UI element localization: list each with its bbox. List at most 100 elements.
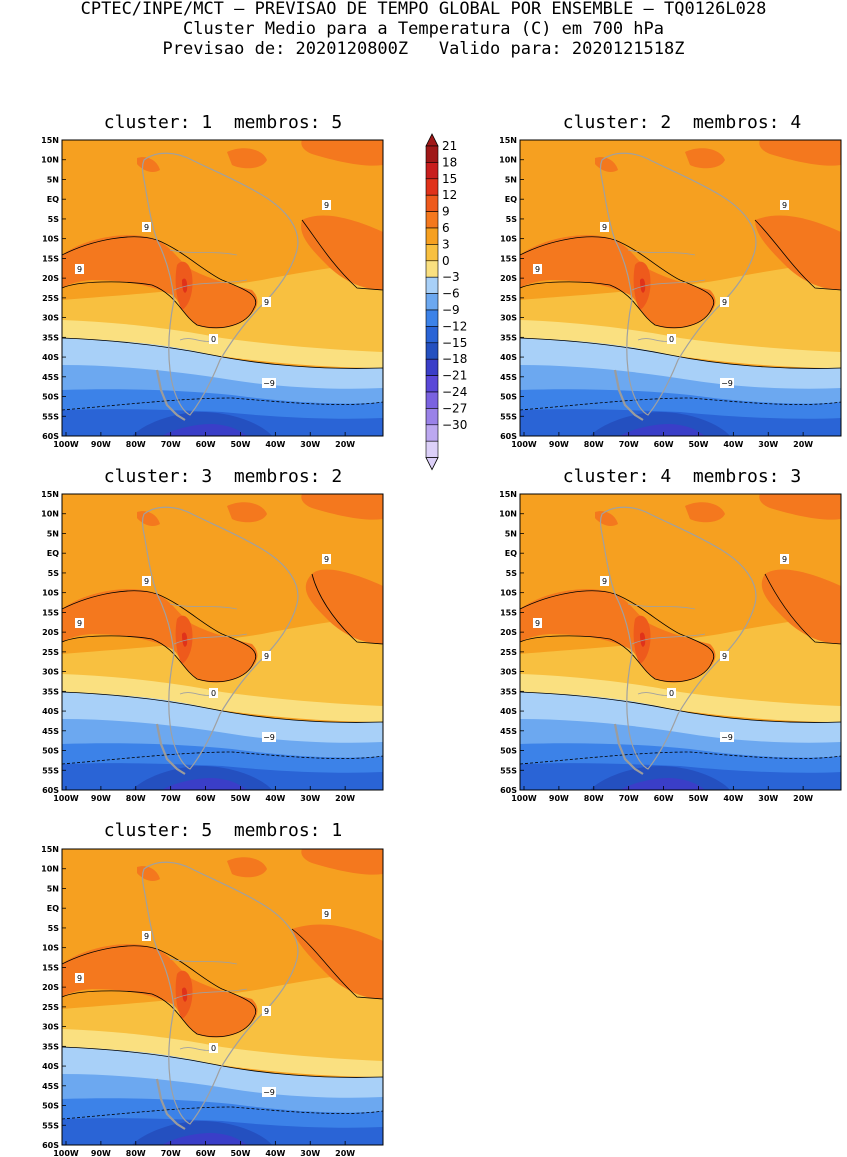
lat-label-30S: 30S: [42, 314, 59, 323]
lon-label-30W: 30W: [758, 794, 778, 803]
contour-label-0: 0: [211, 1044, 216, 1053]
colorbar-swatch-9: [425, 293, 439, 311]
contour-label-9: 9: [144, 577, 149, 586]
lon-label-40W: 40W: [265, 794, 285, 803]
lat-label-55S: 55S: [42, 412, 59, 421]
contour-label-neg9: −9: [721, 733, 733, 742]
lat-label-EQ: EQ: [47, 195, 59, 204]
lat-label-5N: 5N: [47, 175, 59, 184]
lat-label-10S: 10S: [42, 235, 59, 244]
lat-label-50S: 50S: [500, 747, 517, 756]
lat-label-60S: 60S: [500, 432, 517, 441]
lat-label-10S: 10S: [500, 235, 517, 244]
colorbar-swatch-7: [425, 260, 439, 278]
lat-label-30S: 30S: [42, 668, 59, 677]
lat-label-40S: 40S: [42, 707, 59, 716]
lat-label-25S: 25S: [500, 648, 517, 657]
colorbar-label: 9: [442, 205, 450, 219]
colorbar-label: 18: [442, 155, 457, 169]
lat-label-35S: 35S: [42, 1042, 59, 1051]
lat-label-5S: 5S: [506, 215, 518, 224]
colorbar-label: 3: [442, 237, 450, 251]
contour-label-0: 0: [669, 689, 674, 698]
figure-title-line1: CPTEC/INPE/MCT – PREVISAO DE TEMPO GLOBA…: [80, 0, 767, 19]
map-panel-3: 15N 10N 5N EQ 5S 10S 15S 20S 25S 30S 35S 40S 45S 50S 5…: [41, 490, 384, 803]
colorbar-label: −3: [442, 270, 460, 284]
lat-label-25S: 25S: [500, 294, 517, 303]
lon-label-70W: 70W: [161, 440, 181, 449]
lat-label-20S: 20S: [42, 983, 59, 992]
contour-label-neg9: −9: [263, 379, 275, 388]
colorbar-label: 21: [442, 139, 457, 153]
contour-label-9: 9: [722, 652, 727, 661]
colorbar-label: −15: [442, 336, 467, 350]
lat-label-45S: 45S: [500, 727, 517, 736]
lat-label-5N: 5N: [47, 884, 59, 893]
colorbar-label: −18: [442, 352, 467, 366]
lat-label-35S: 35S: [500, 333, 517, 342]
lon-label-100W: 100W: [53, 440, 79, 449]
lon-label-40W: 40W: [723, 794, 743, 803]
colorbar-swatch-15: [425, 391, 439, 409]
lat-label-15S: 15S: [500, 608, 517, 617]
lat-label-55S: 55S: [42, 1121, 59, 1130]
lat-label-10S: 10S: [42, 589, 59, 598]
lon-label-30W: 30W: [300, 440, 320, 449]
lon-label-80W: 80W: [126, 794, 146, 803]
lon-label-50W: 50W: [230, 440, 250, 449]
lon-label-70W: 70W: [619, 794, 639, 803]
contour-label-9: 9: [535, 265, 540, 274]
contour-label-9: 9: [535, 619, 540, 628]
colorbar-label: −21: [442, 369, 467, 383]
panel-title-cluster-2: cluster: 2 membros: 4: [562, 112, 802, 133]
lat-label-60S: 60S: [42, 432, 59, 441]
colorbar-swatch-14: [425, 375, 439, 393]
lon-label-40W: 40W: [723, 440, 743, 449]
lat-label-10N: 10N: [41, 865, 59, 874]
lat-label-5N: 5N: [505, 529, 517, 538]
contour-label-9: 9: [77, 265, 82, 274]
lat-label-20S: 20S: [42, 628, 59, 637]
colorbar-swatch-17: [425, 424, 439, 442]
colorbar-swatch-16: [425, 408, 439, 426]
lon-label-60W: 60W: [196, 1149, 216, 1157]
panel-title-cluster-3: cluster: 3 membros: 2: [103, 466, 343, 487]
lon-label-70W: 70W: [619, 440, 639, 449]
lon-label-90W: 90W: [91, 794, 111, 803]
contour-label-9: 9: [602, 223, 607, 232]
lon-label-20W: 20W: [793, 794, 813, 803]
lat-label-20S: 20S: [42, 274, 59, 283]
contour-label-9: 9: [324, 910, 329, 919]
lat-label-60S: 60S: [500, 786, 517, 795]
contour-label-9: 9: [782, 201, 787, 210]
colorbar-swatch-12: [425, 342, 439, 360]
panel-title-cluster-5: cluster: 5 membros: 1: [103, 820, 343, 841]
lat-label-45S: 45S: [42, 1082, 59, 1091]
lat-label-10N: 10N: [41, 156, 59, 165]
colorbar-label: 12: [442, 188, 457, 202]
lat-label-55S: 55S: [500, 766, 517, 775]
lon-label-40W: 40W: [265, 1149, 285, 1157]
lat-label-EQ: EQ: [505, 549, 517, 558]
colorbar-label: −27: [442, 401, 467, 415]
contour-label-9: 9: [144, 932, 149, 941]
contour-label-9: 9: [602, 577, 607, 586]
lat-label-50S: 50S: [500, 393, 517, 402]
colorbar-label: −6: [442, 287, 460, 301]
lon-label-20W: 20W: [335, 440, 355, 449]
colorbar-swatch-5: [425, 227, 439, 245]
lon-label-60W: 60W: [196, 794, 216, 803]
colorbar-swatch-11: [425, 326, 439, 344]
colorbar-swatch-2: [425, 178, 439, 196]
lat-label-15N: 15N: [499, 490, 517, 499]
lat-label-35S: 35S: [42, 687, 59, 696]
lat-label-EQ: EQ: [47, 904, 59, 913]
lat-label-30S: 30S: [500, 668, 517, 677]
lat-label-30S: 30S: [42, 1023, 59, 1032]
contour-label-9: 9: [264, 652, 269, 661]
colorbar-swatch-1: [425, 162, 439, 180]
lat-label-15N: 15N: [499, 136, 517, 145]
lon-label-80W: 80W: [584, 440, 604, 449]
contour-label-9: 9: [77, 974, 82, 983]
lat-label-10N: 10N: [41, 510, 59, 519]
